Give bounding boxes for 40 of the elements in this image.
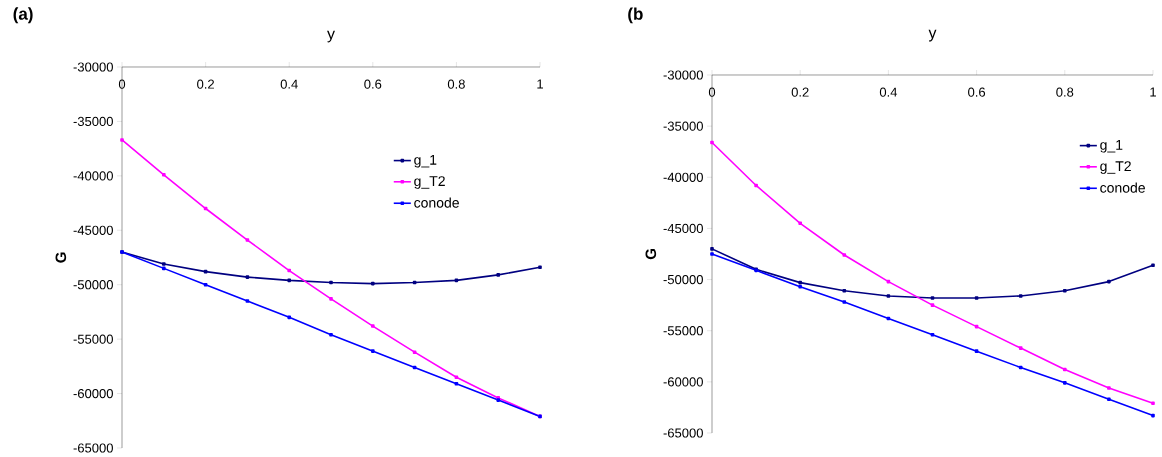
x-tick-label: 0.6	[364, 79, 382, 89]
y-tick-label: -55000	[663, 326, 703, 336]
x-tick-label: 0	[118, 79, 126, 89]
y-tick-label: -50000	[663, 274, 703, 285]
x-tick-label: 0	[708, 87, 716, 97]
x-tick-label: 1	[1150, 87, 1156, 97]
x-tick-label: 0.4	[280, 79, 298, 89]
chart-title: (b	[628, 7, 643, 24]
x-tick-label: 0.4	[879, 87, 898, 97]
legend-label: conode	[414, 197, 459, 208]
y-tick-label: -55000	[73, 334, 113, 344]
legend-label: g_T2	[1100, 161, 1131, 174]
x-tick-label: 0.6	[968, 87, 986, 97]
y-axis-title: G	[55, 252, 67, 263]
legend-label: g_1	[1100, 140, 1123, 153]
y-tick-label: -45000	[73, 225, 113, 235]
x-tick-label: 0.2	[197, 79, 214, 89]
legend-label: conode	[1100, 182, 1145, 193]
y-tick-label: -65000	[663, 428, 703, 438]
y-tick-label: -30000	[663, 70, 703, 80]
y-tick-label: -30000	[73, 62, 113, 72]
y-tick-label: -35000	[663, 121, 703, 131]
y-tick-label: -40000	[73, 171, 113, 181]
y-tick-label: -65000	[73, 443, 113, 453]
x-tick-label: 1	[537, 79, 543, 89]
y-tick-label: -60000	[73, 388, 113, 399]
legend-label: g_1	[414, 155, 437, 168]
y-tick-label: -50000	[73, 280, 113, 290]
x-axis-title: y	[327, 30, 335, 43]
y-tick-label: -35000	[73, 116, 113, 127]
y-tick-label: -60000	[663, 377, 703, 387]
y-tick-label: -45000	[663, 223, 703, 234]
legend-label: g_T2	[414, 176, 445, 189]
y-tick-label: -40000	[663, 172, 703, 182]
x-tick-label: 0.8	[447, 79, 465, 89]
x-axis-title: y	[928, 29, 937, 42]
y-axis-title: G	[645, 249, 657, 260]
chart-title: (a)	[13, 7, 33, 24]
x-tick-label: 0.8	[1056, 87, 1074, 97]
x-tick-label: 0.2	[791, 87, 809, 97]
